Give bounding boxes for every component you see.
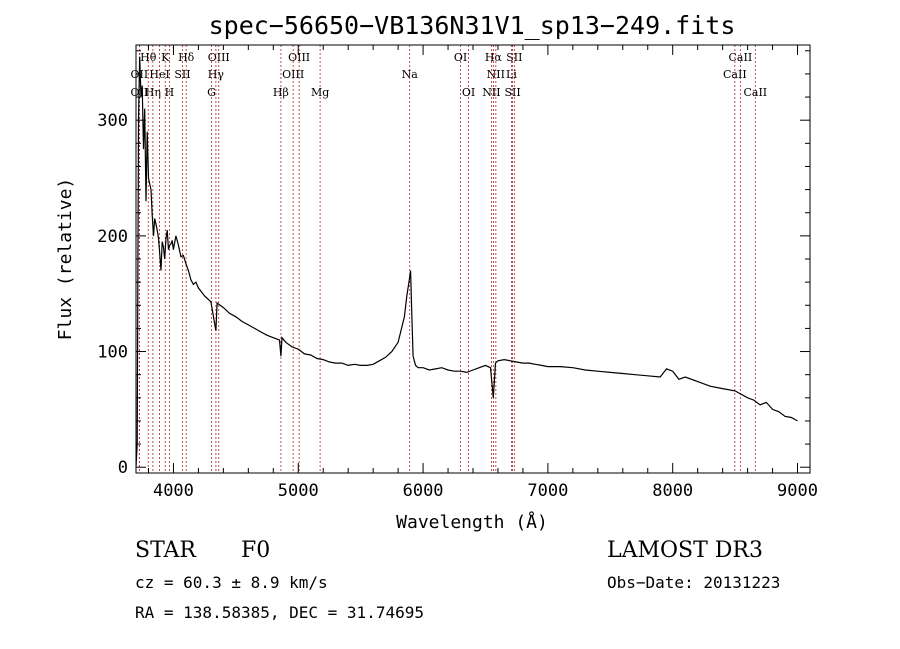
x-tick-label: 9000 <box>777 481 818 501</box>
x-tick-label: 7000 <box>527 481 568 501</box>
marker-label: CaII <box>743 86 767 99</box>
marker-label: Hβ <box>273 86 289 99</box>
spectrum-line <box>135 56 798 468</box>
marker-label: CaII <box>729 51 753 64</box>
x-axis: 4000 5000 6000 7000 8000 9000 <box>147 45 818 501</box>
marker-label: OI <box>462 86 475 99</box>
marker-label: Mg <box>311 86 329 99</box>
x-tick-label: 8000 <box>652 481 693 501</box>
y-axis: 0 100 200 300 <box>97 50 810 478</box>
marker-label: CaII <box>723 68 747 81</box>
marker-label: Li <box>506 68 517 81</box>
marker-label: Hθ <box>140 51 157 64</box>
marker-label: Hγ <box>208 68 225 81</box>
y-tick-label: 200 <box>97 227 128 247</box>
x-tick-label: 5000 <box>278 481 319 501</box>
marker-label: OI <box>454 51 467 64</box>
marker-label: OIII <box>288 51 310 64</box>
marker-label: Hδ <box>178 51 195 64</box>
obs-date: Obs−Date: 20131223 <box>607 573 781 592</box>
marker-label: NII <box>482 86 500 99</box>
y-tick-label: 300 <box>97 111 128 131</box>
marker-label: SII <box>174 68 190 81</box>
marker-label: SII <box>506 51 522 64</box>
marker-label: Hη <box>145 86 161 99</box>
subclass-label: F0 <box>241 538 271 563</box>
class-label: STAR <box>135 538 196 563</box>
marker-label: H <box>165 86 175 99</box>
marker-label: OIII <box>282 68 304 81</box>
marker-label: HeI <box>149 68 169 81</box>
survey-label: LAMOST DR3 <box>607 538 763 563</box>
marker-label: SII <box>504 86 520 99</box>
marker-label: G <box>207 86 216 99</box>
marker-label: OIII <box>208 51 230 64</box>
chart-title: spec−56650−VB136N31V1_sp13−249.fits <box>209 11 736 40</box>
marker-label: NII <box>487 68 505 81</box>
coordinates-readout: RA = 138.58385, DEC = 31.74695 <box>135 603 424 622</box>
marker-label: K <box>161 51 170 64</box>
x-tick-label: 4000 <box>153 481 194 501</box>
redshift-readout: cz = 60.3 ± 8.9 km/s <box>135 573 328 592</box>
y-tick-label: 100 <box>97 343 128 363</box>
y-axis-label: Flux (relative) <box>55 178 76 341</box>
y-tick-label: 0 <box>118 458 128 478</box>
marker-label: Na <box>402 68 419 81</box>
x-axis-label: Wavelength (Å) <box>396 511 548 533</box>
x-tick-label: 6000 <box>403 481 444 501</box>
plot-frame <box>135 44 811 474</box>
marker-label: Hα <box>485 51 503 64</box>
